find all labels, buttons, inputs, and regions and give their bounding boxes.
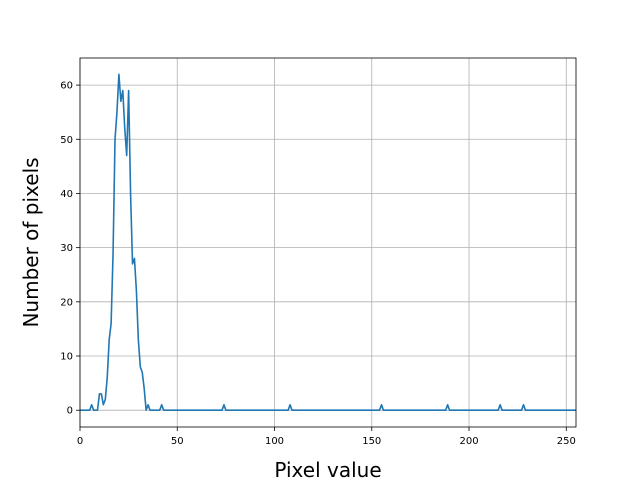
grid-lines: [79, 58, 576, 427]
y-axis-label: Number of pixels: [19, 157, 43, 327]
x-tick-label: 200: [459, 436, 478, 447]
x-tick-label: 50: [171, 436, 184, 447]
y-tick-label: 20: [60, 297, 73, 308]
x-axis-ticks: 0 50 100 150 200 250: [77, 427, 576, 447]
x-tick-label: 150: [362, 436, 381, 447]
x-tick-label: 250: [557, 436, 576, 447]
y-axis-ticks: 0 10 20 30 40 50 60: [60, 81, 80, 417]
plot-area: [80, 73, 576, 412]
y-tick-label: 0: [67, 406, 73, 417]
x-axis-label: Pixel value: [274, 458, 381, 480]
y-tick-label: 30: [60, 243, 73, 254]
series-line-1: [80, 73, 576, 412]
y-tick-label: 50: [60, 135, 73, 146]
x-tick-label: 100: [265, 436, 284, 447]
x-tick-label: 0: [77, 436, 83, 447]
y-tick-label: 40: [60, 189, 73, 200]
y-tick-label: 10: [60, 352, 73, 363]
axes-frame: [79, 57, 577, 428]
y-tick-label: 60: [60, 81, 73, 92]
